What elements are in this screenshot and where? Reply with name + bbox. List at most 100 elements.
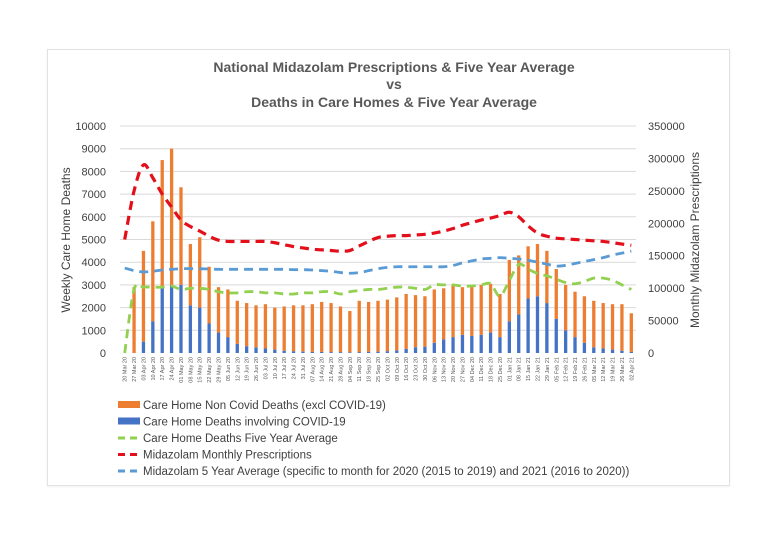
x-tick-label: 24 Apr 20 — [170, 357, 176, 381]
bar-non-covid — [207, 266, 211, 324]
bar-covid — [282, 350, 286, 353]
x-tick-label: 02 Oct 20 — [385, 357, 391, 381]
left-tick-label: 8000 — [82, 166, 106, 178]
bar-non-covid — [479, 284, 483, 335]
bar-covid — [207, 323, 211, 353]
x-tick-label: 25 Sep 20 — [376, 357, 382, 382]
chart-title-line-3: Deaths in Care Homes & Five Year Average — [251, 94, 537, 110]
legend-item: Care Home Non Covid Deaths (excl COVID-1… — [118, 400, 386, 412]
bar-non-covid — [404, 293, 408, 349]
bar-non-covid — [329, 303, 333, 353]
x-tick-label: 08 May 20 — [188, 357, 194, 383]
bar-covid — [582, 342, 587, 353]
legend-label: Midazolam Monthly Prescriptions — [143, 450, 312, 462]
bar-covid — [432, 342, 436, 353]
legend: Care Home Non Covid Deaths (excl COVID-1… — [118, 400, 629, 478]
bar-covid — [601, 348, 605, 353]
bar-non-covid — [226, 289, 230, 338]
bar-covid — [376, 351, 380, 353]
bar-covid — [573, 337, 577, 353]
x-tick-label: 04 Dec 20 — [470, 357, 476, 382]
legend-item: Care Home Deaths Five Year Average — [118, 433, 338, 445]
bar-covid — [160, 287, 164, 353]
x-tick-label: 12 Feb 21 — [564, 357, 570, 382]
bar-covid — [507, 321, 511, 353]
bar-covid — [338, 352, 343, 353]
x-tick-label: 20 Mar 20 — [123, 357, 129, 382]
bar-covid — [357, 352, 361, 353]
x-tick-label: 30 Oct 20 — [423, 357, 429, 381]
legend-label: Midazolam 5 Year Average (specific to mo… — [143, 466, 629, 478]
bar-covid — [273, 349, 277, 353]
bar-covid — [488, 332, 493, 353]
x-tick-label: 27 Nov 20 — [460, 357, 466, 382]
x-tick-label: 05 Feb 21 — [554, 357, 560, 382]
bar-covid — [470, 335, 474, 353]
bar-non-covid — [526, 246, 530, 299]
bar-non-covid — [573, 291, 577, 338]
bar-covid — [451, 337, 455, 353]
legend-item: Midazolam Monthly Prescriptions — [118, 450, 312, 462]
x-tick-label: 29 May 20 — [217, 357, 223, 383]
left-tick-label: 10000 — [75, 121, 106, 133]
bar-covid — [254, 347, 258, 353]
left-axis-ticks: 0 1000 2000 3000 4000 5000 6000 7000 8000 9000 100… — [75, 121, 106, 360]
chart-title-line-1: National Midazolam Prescriptions & Five … — [213, 59, 574, 75]
x-tick-label: 05 Jun 20 — [226, 357, 232, 381]
left-axis-label: Weekly Care Home Deaths — [59, 167, 73, 312]
bar-non-covid — [498, 293, 502, 338]
x-tick-label: 27 Mar 20 — [132, 357, 138, 382]
x-tick-label: 15 Jan 21 — [526, 357, 532, 381]
bar-covid — [413, 347, 418, 353]
bar-non-covid — [535, 244, 540, 297]
right-axis-ticks: 0 50000 100000 150000 200000 250000 300000 3500… — [648, 121, 685, 360]
line-midazolam-five-year-average — [124, 249, 632, 275]
bar-non-covid — [198, 237, 202, 308]
bar-non-covid — [310, 304, 314, 352]
bar-covid — [291, 351, 296, 353]
x-tick-label: 17 Apr 20 — [160, 357, 166, 381]
bar-covid — [198, 307, 202, 353]
legend-item: Midazolam 5 Year Average (specific to mo… — [118, 466, 629, 478]
bar-covid — [423, 346, 427, 353]
bar-non-covid — [141, 250, 146, 342]
bar-covid — [563, 330, 568, 353]
x-tick-label: 11 Dec 20 — [479, 357, 485, 382]
bar-non-covid — [320, 301, 324, 352]
x-tick-label: 22 Jan 21 — [535, 357, 541, 381]
bar-covid — [395, 350, 399, 353]
left-tick-label: 4000 — [82, 257, 106, 269]
bar-covid — [310, 351, 314, 353]
bar-non-covid — [460, 287, 465, 335]
bar-non-covid — [245, 303, 249, 347]
x-tick-label: 19 Jun 20 — [245, 357, 251, 381]
x-tick-label: 03 Jul 20 — [263, 357, 269, 379]
left-tick-label: 6000 — [82, 212, 106, 224]
x-tick-label: 11 Sep 20 — [357, 357, 363, 382]
bar-covid — [442, 339, 446, 353]
x-tick-label: 19 Mar 21 — [611, 357, 617, 382]
x-tick-label: 18 Sep 20 — [367, 357, 373, 382]
bar-covid — [188, 305, 193, 353]
right-axis-label: Monthly Midazolam Prescriptions — [688, 152, 702, 328]
gridlines — [120, 125, 636, 331]
bar-covid — [141, 341, 146, 353]
bar-covid — [535, 296, 540, 353]
x-tick-label: 24 Jul 20 — [292, 357, 298, 379]
bar-non-covid — [413, 295, 418, 348]
bar-covid — [179, 284, 183, 353]
left-tick-label: 1000 — [82, 325, 106, 337]
bar-non-covid — [592, 300, 596, 348]
bar-covid — [592, 347, 596, 353]
bar-non-covid — [338, 306, 343, 353]
bar-non-covid — [357, 300, 361, 353]
x-tick-label: 04 Sep 20 — [348, 357, 354, 382]
bar-non-covid — [432, 289, 436, 343]
chart-title: National Midazolam Prescriptions & Five … — [213, 59, 574, 110]
bar-non-covid — [254, 305, 258, 348]
x-tick-label: 28 Aug 20 — [338, 357, 344, 382]
x-tick-label: 12 Jun 20 — [235, 357, 241, 381]
bar-non-covid — [488, 283, 493, 333]
bar-non-covid — [282, 306, 286, 351]
